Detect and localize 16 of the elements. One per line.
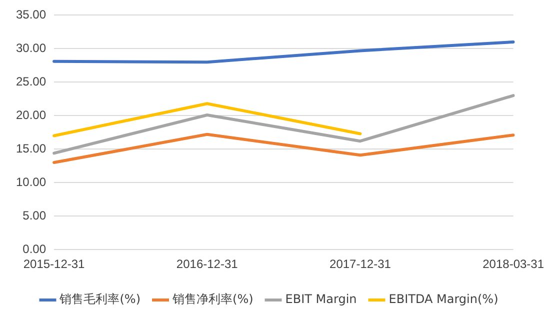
legend-label: EBIT Margin (285, 292, 357, 306)
y-tick-label: 35.00 (16, 8, 46, 22)
x-tick-label: 2016-12-31 (176, 257, 238, 272)
x-tick-label: 2018-03-31 (482, 257, 544, 272)
y-tick-label: 30.00 (16, 41, 46, 55)
legend-label: EBITDA Margin(%) (388, 292, 498, 306)
y-tick-label: 15.00 (16, 141, 46, 156)
y-tick-label: 10.00 (16, 174, 46, 189)
y-tick-label: 0.00 (22, 242, 46, 256)
x-tick-label: 2015-12-31 (23, 257, 86, 272)
x-tick-label: 2017-12-31 (330, 257, 392, 272)
y-tick-label: 5.00 (22, 208, 46, 222)
legend-label: 销售净利率(%) (172, 292, 254, 306)
legend-label: 销售毛利率(%) (58, 292, 141, 306)
y-tick-label: 25.00 (16, 74, 46, 88)
y-tick-label: 20.00 (16, 108, 46, 122)
